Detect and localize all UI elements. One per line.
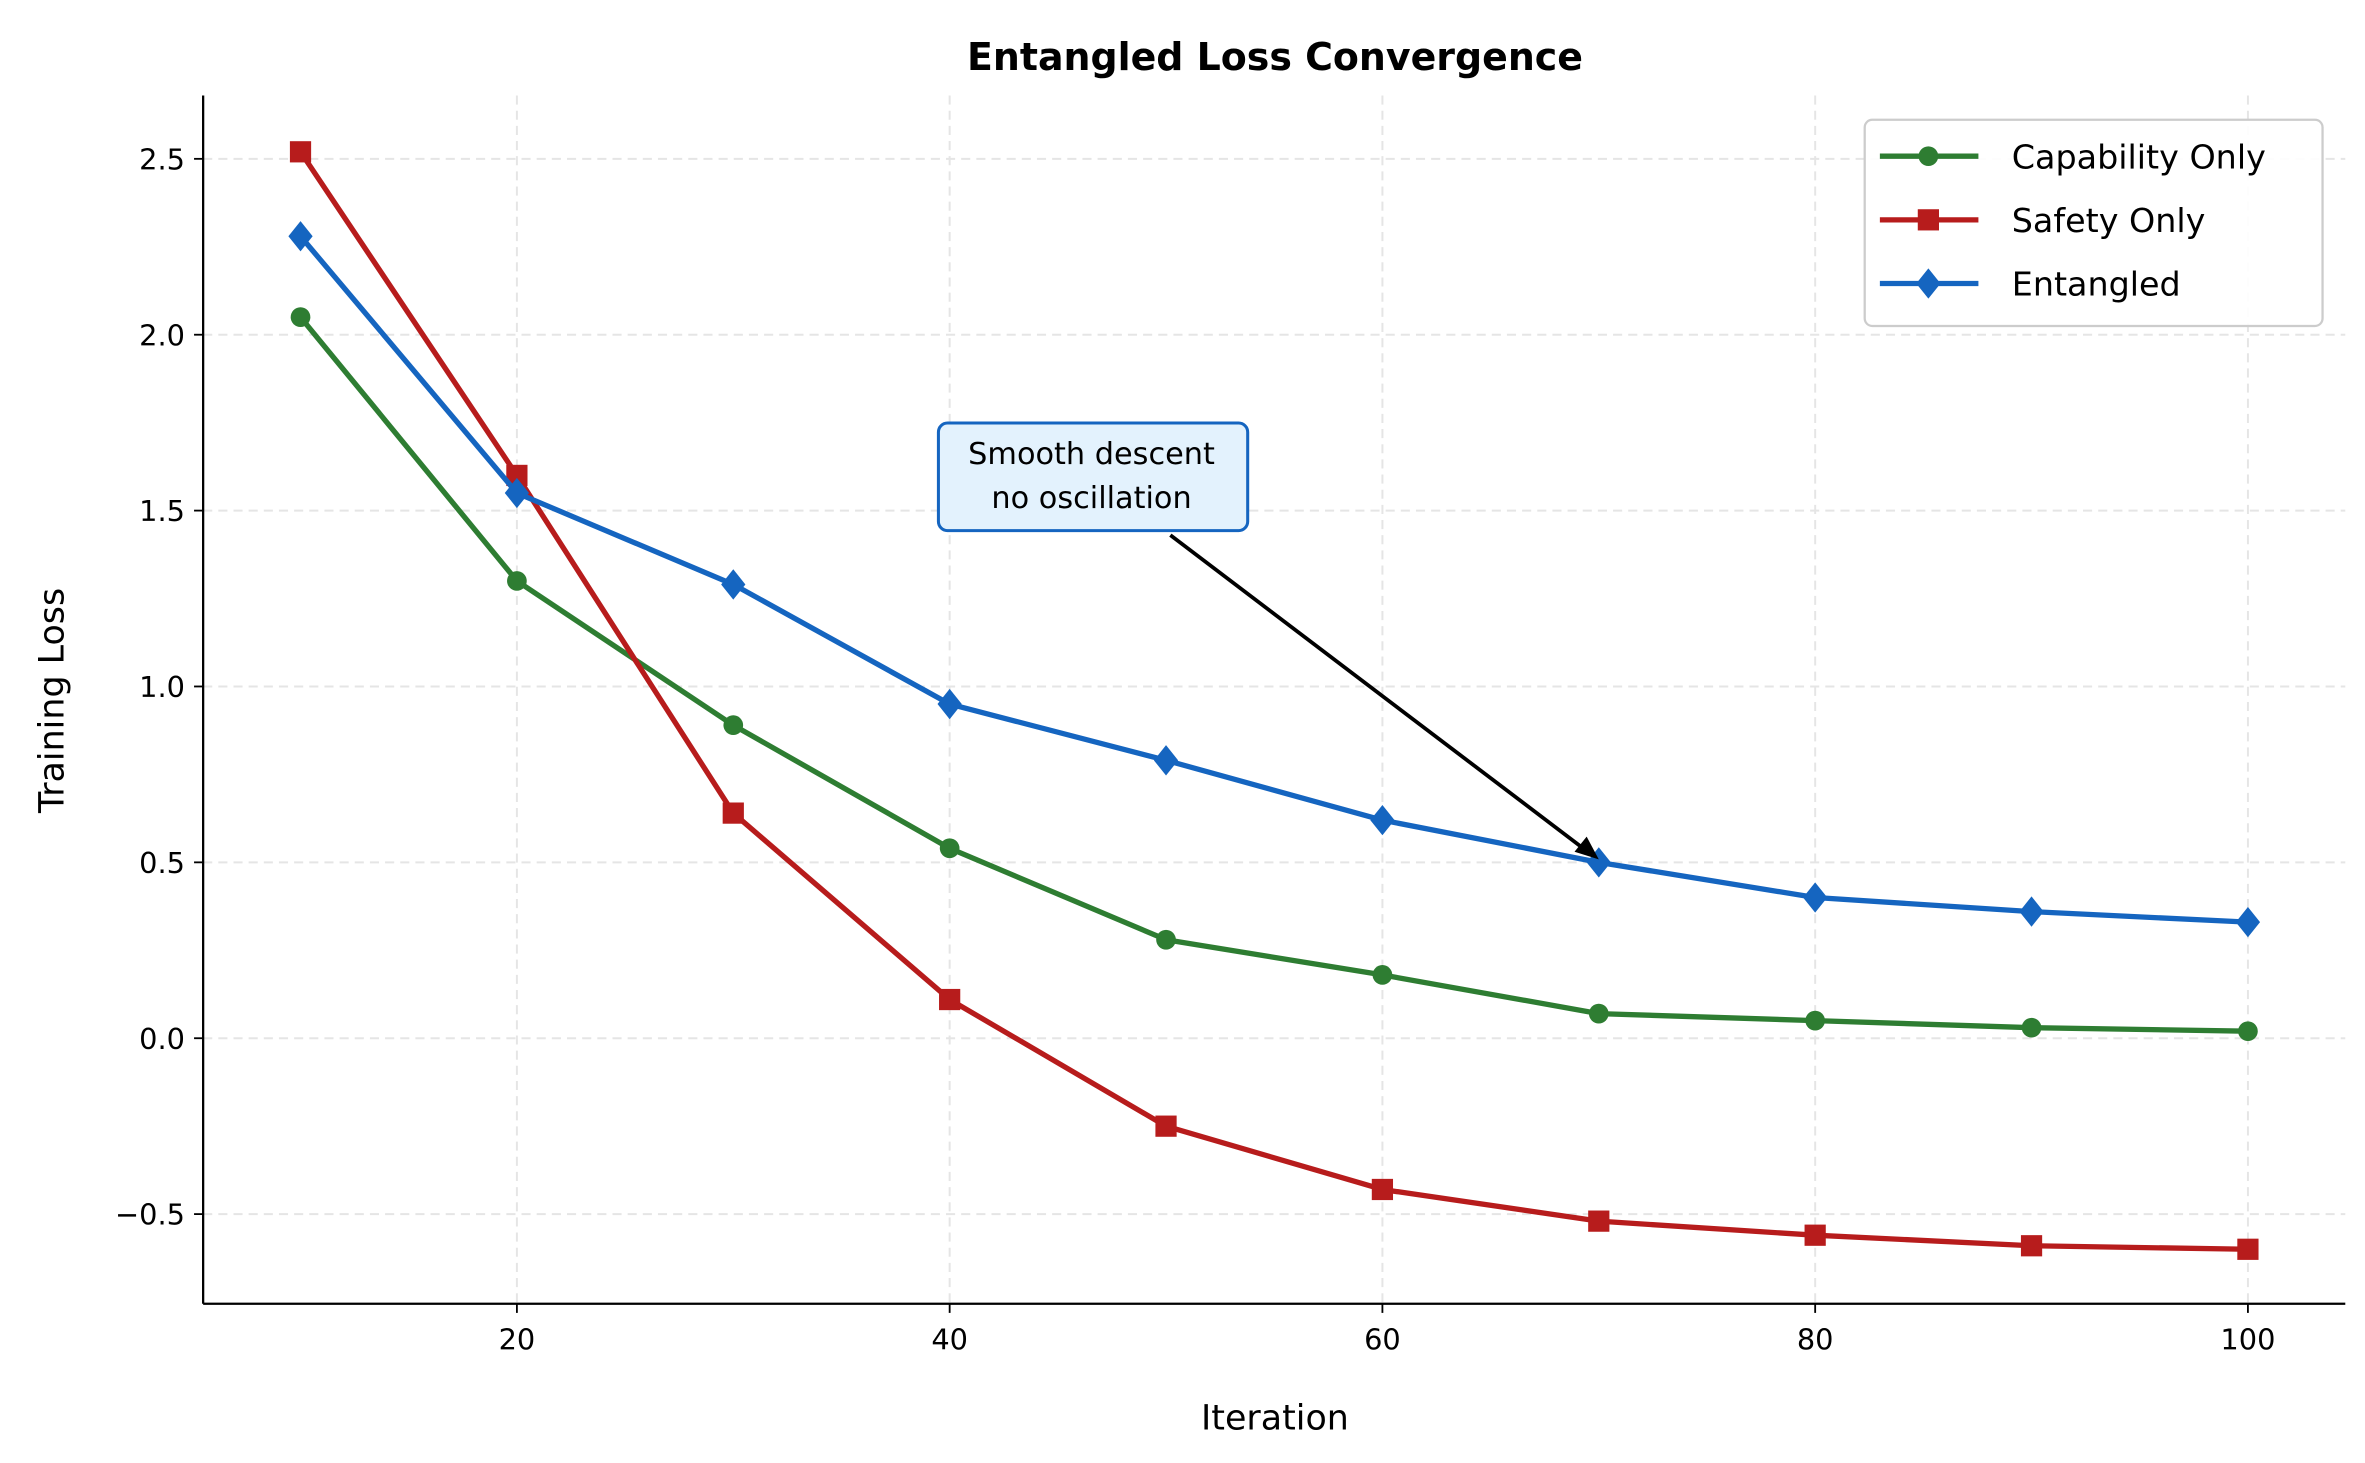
annotation-text: Smooth descent <box>968 437 1215 472</box>
legend-item: Capability Only <box>1879 137 2266 176</box>
data-point-square <box>939 988 961 1011</box>
y-tick-label: 0.0 <box>139 1022 185 1056</box>
annotation-text: no oscillation <box>991 481 1191 516</box>
data-point-square <box>506 464 528 487</box>
legend-label: Safety Only <box>2012 201 2206 240</box>
data-point-circle <box>1805 1010 1826 1031</box>
y-tick-label: 2.0 <box>139 318 185 352</box>
data-point-circle <box>2021 1017 2042 1038</box>
data-point-circle <box>2238 1021 2258 1042</box>
legend-item: Entangled <box>1879 265 2181 304</box>
legend-marker-circle <box>1918 146 1939 167</box>
data-point-circle <box>1372 965 1393 985</box>
data-point-circle <box>1156 929 1176 950</box>
data-point-square <box>722 802 744 824</box>
data-point-square <box>289 141 312 163</box>
axes: 20 40 60 80 100 −0.5 0.0 0.5 1.0 1.5 2.0 2.5 <box>115 95 2346 1356</box>
data-point-square <box>2237 1238 2259 1260</box>
data-point-diamond <box>2019 896 2044 927</box>
y-tick-label: 0.5 <box>139 846 185 880</box>
y-tick-label: −0.5 <box>115 1198 185 1232</box>
legend-marker-diamond <box>1916 268 1941 299</box>
x-tick-label: 40 <box>931 1322 968 1356</box>
data-point-square <box>1371 1178 1394 1201</box>
annotation-box <box>936 421 1250 533</box>
annotation-arrow <box>1169 533 1591 855</box>
data-point-square <box>2020 1235 2043 1257</box>
y-axis-label: Training Loss <box>33 588 73 814</box>
x-tick-label: 20 <box>499 1322 536 1356</box>
series-line <box>298 150 2248 1252</box>
series-capability-only <box>290 307 2258 1042</box>
legend-label: Capability Only <box>2012 137 2266 176</box>
legend: Capability Only Safety Only Entangled <box>1863 118 2324 328</box>
legend-box <box>1863 118 2324 328</box>
arrow-head-icon <box>1574 836 1599 860</box>
legend-item: Safety Only <box>1879 201 2206 240</box>
series-line <box>298 315 2248 1034</box>
legend-label: Entangled <box>2012 265 2181 304</box>
series-safety-only <box>289 141 2259 1260</box>
data-point-circle <box>507 571 527 591</box>
series-line <box>298 234 2249 925</box>
legend-marker-square <box>1917 209 1939 231</box>
x-tick-label: 80 <box>1797 1322 1834 1356</box>
data-point-diamond <box>288 221 313 252</box>
series-group <box>288 141 2261 1260</box>
data-point-diamond <box>937 688 962 720</box>
data-point-diamond <box>721 569 746 600</box>
data-point-circle <box>1588 1003 1609 1024</box>
data-point-circle <box>290 307 311 327</box>
y-tick-label: 2.5 <box>139 142 185 176</box>
annotation: Smooth descent no oscillation <box>936 421 1599 860</box>
data-point-square <box>1804 1224 1826 1246</box>
data-point-circle <box>723 715 744 736</box>
data-point-square <box>1155 1115 1177 1137</box>
x-tick-label: 60 <box>1364 1322 1401 1356</box>
data-point-circle <box>939 838 960 859</box>
y-tick-label: 1.0 <box>139 670 185 704</box>
data-point-square <box>1588 1210 1610 1232</box>
y-tick-label: 1.5 <box>139 494 185 528</box>
data-point-diamond <box>2235 906 2261 938</box>
data-point-diamond <box>1153 745 1179 776</box>
x-axis-label: Iteration <box>1201 1399 1349 1439</box>
chart-title: Entangled Loss Convergence <box>967 35 1583 79</box>
data-point-diamond <box>1370 804 1395 836</box>
data-point-diamond <box>1803 882 1828 913</box>
x-tick-label: 100 <box>2220 1322 2275 1356</box>
